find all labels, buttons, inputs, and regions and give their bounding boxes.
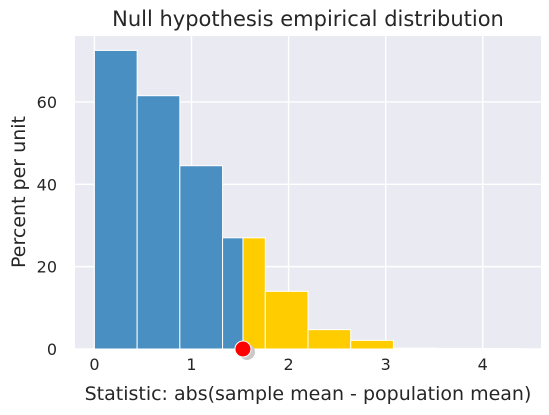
y-tick-label: 40 (37, 175, 57, 194)
x-tick-label: 2 (283, 355, 293, 374)
y-tick-label: 60 (37, 93, 57, 112)
histogram-bar-below (93, 49, 138, 350)
histogram-bar-below (222, 237, 244, 350)
chart-title: Null hypothesis empirical distribution (112, 7, 504, 31)
x-tick-label: 0 (89, 355, 99, 374)
histogram-bar-below (179, 165, 224, 350)
x-tick-label: 1 (186, 355, 196, 374)
y-axis-label: Percent per unit (8, 116, 30, 268)
y-tick-labels: 0 20 40 60 (37, 93, 57, 359)
y-tick-label: 0 (47, 340, 57, 359)
observed-statistic-marker-group (234, 340, 255, 360)
observed-statistic-marker (234, 340, 252, 358)
histogram-bar-above (242, 237, 266, 350)
histogram-bar-above (435, 347, 480, 350)
x-tick-label: 4 (478, 355, 488, 374)
histogram-bar-below (136, 95, 181, 350)
histogram-bars (93, 49, 523, 350)
histogram-bar-above (392, 347, 437, 350)
x-axis-label: Statistic: abs(sample mean - population … (85, 383, 532, 405)
x-tick-labels: 0 1 2 3 4 (89, 355, 488, 374)
histogram-bar-above (350, 339, 394, 350)
histogram-bar-above (307, 329, 352, 350)
x-tick-label: 3 (381, 355, 391, 374)
y-tick-label: 20 (37, 258, 57, 277)
histogram-bar-above (264, 290, 309, 350)
